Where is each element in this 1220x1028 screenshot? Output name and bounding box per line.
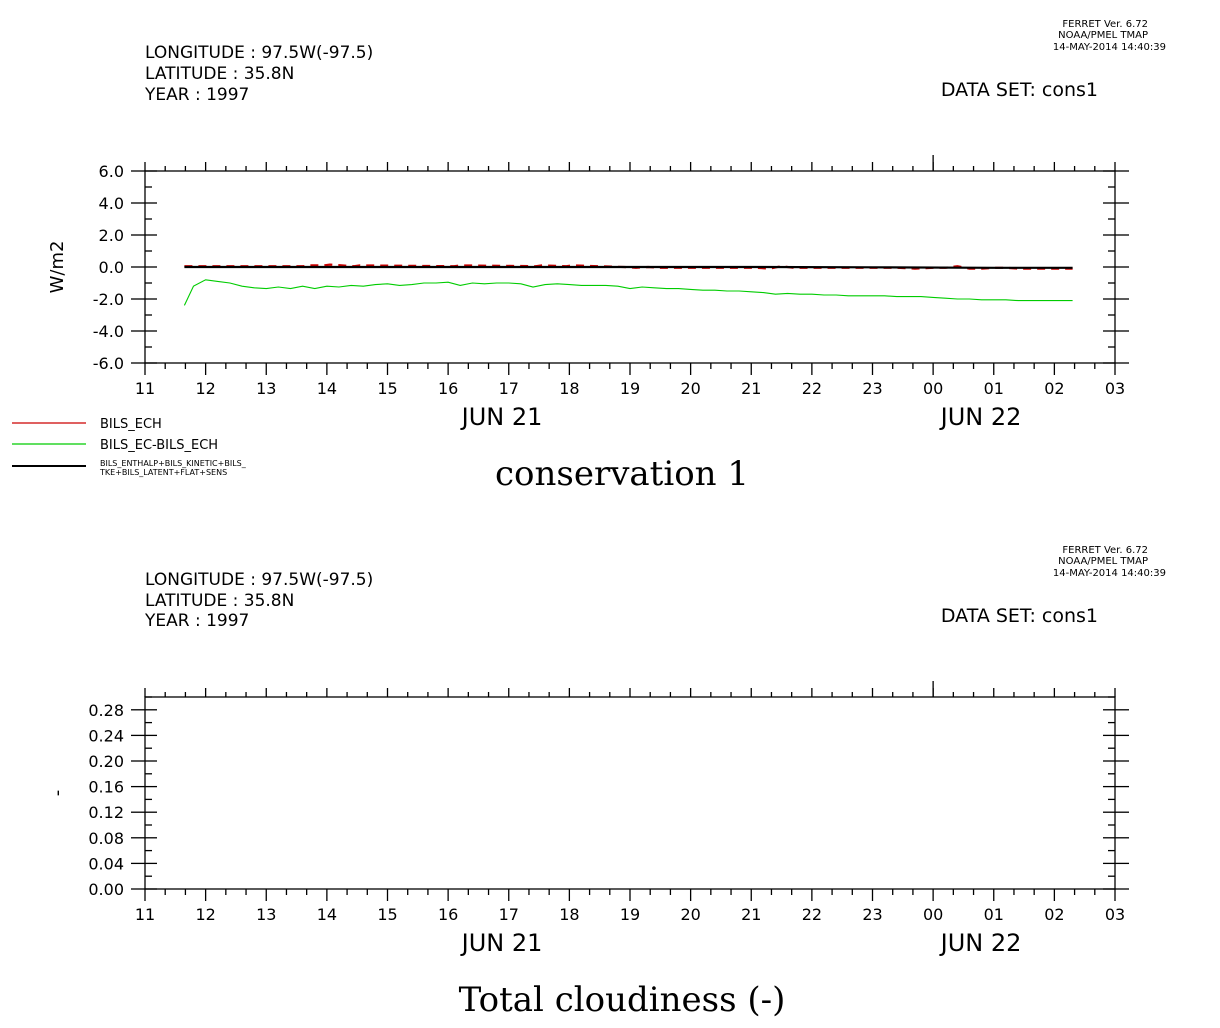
x-tick-label: 23	[862, 905, 882, 924]
ferret-timestamp: 14-MAY-2014 14:40:39	[1053, 42, 1166, 53]
dataset-label-2: DATA SET: cons1	[941, 605, 1098, 627]
dataset-label: DATA SET: cons1	[941, 79, 1098, 101]
y-axis-ticks: 6.0 4.0 2.0 0.0 -2.0 -4.0 -6.0	[93, 162, 1129, 373]
x-tick-label: 14	[317, 905, 337, 924]
chart-title-2: Total cloudiness (-)	[459, 980, 786, 1020]
x-tick-label: 12	[195, 379, 215, 398]
year-label-2: YEAR : 1997	[144, 611, 249, 631]
legend-label-bils-ec-diff: BILS_EC-BILS_ECH	[100, 438, 218, 453]
data-series	[183, 263, 1073, 306]
x-tick-label: 13	[256, 905, 276, 924]
date-label-jun22: JUN 22	[939, 403, 1022, 431]
date-label-jun21-2: JUN 21	[460, 929, 543, 957]
plot-frame-2	[144, 696, 1116, 890]
x-tick-label: 11	[135, 379, 155, 398]
x-tick-label: 03	[1105, 379, 1125, 398]
panel1-header: FERRET Ver. 6.72 NOAA/PMEL TMAP 14-MAY-2…	[144, 19, 1166, 105]
x-tick-label: 03	[1105, 905, 1125, 924]
x-tick-label: 00	[923, 379, 943, 398]
y-tick-label: 6.0	[99, 162, 124, 181]
x-tick-label: 13	[256, 379, 276, 398]
legend-label-bils-sum-line2: TKE+BILS_LATENT+FLAT+SENS	[99, 468, 227, 477]
x-tick-label: 20	[680, 379, 700, 398]
y-tick-label: 0.28	[88, 701, 124, 720]
ferret-timestamp-2: 14-MAY-2014 14:40:39	[1053, 568, 1166, 579]
y-axis-label-2: -	[47, 790, 68, 797]
x-tick-label: 17	[499, 905, 519, 924]
x-axis-ticks-2: 11 12 13 14 15 16 17 18 19 20 21 22 23 00 01 02 03	[135, 681, 1125, 924]
y-tick-label: -4.0	[93, 322, 124, 341]
date-label-jun22-2: JUN 22	[939, 929, 1022, 957]
date-label-jun21: JUN 21	[460, 403, 543, 431]
y-axis-label: W/m2	[47, 241, 68, 294]
x-tick-label: 22	[802, 379, 822, 398]
y-tick-label: 0.08	[88, 829, 124, 848]
legend-label-bils-ech: BILS_ECH	[100, 417, 162, 432]
x-tick-label: 18	[559, 905, 579, 924]
latitude-label-2: LATITUDE : 35.8N	[145, 591, 294, 611]
series-line-2	[184, 265, 1073, 269]
x-tick-label: 12	[195, 905, 215, 924]
longitude-label-2: LONGITUDE : 97.5W(-97.5)	[145, 570, 373, 590]
y-tick-label: 0.20	[88, 752, 124, 771]
x-tick-label: 20	[680, 905, 700, 924]
legend-label-bils-sum-line1: BILS_ENTHALP+BILS_KINETIC+BILS_	[100, 459, 247, 468]
ferret-org: NOAA/PMEL TMAP	[1058, 30, 1148, 41]
longitude-label: LONGITUDE : 97.5W(-97.5)	[145, 43, 373, 63]
ferret-version-2: FERRET Ver. 6.72	[1062, 545, 1148, 556]
x-tick-label: 01	[984, 905, 1004, 924]
x-tick-label: 02	[1044, 905, 1064, 924]
x-tick-label: 23	[862, 379, 882, 398]
chart-panel-conservation: 6.04.02.00.0-2.0-4.0-6.0 11 12 13 14 15 16 17 1…	[47, 155, 1129, 494]
x-tick-label: 15	[377, 379, 397, 398]
x-tick-label: 16	[438, 905, 458, 924]
ferret-version: FERRET Ver. 6.72	[1062, 19, 1148, 30]
y-tick-label: 2.0	[99, 226, 124, 245]
x-tick-label: 22	[802, 905, 822, 924]
x-tick-label: 01	[984, 379, 1004, 398]
y-tick-label: 0.00	[88, 880, 124, 899]
y-tick-label: 4.0	[99, 194, 124, 213]
chart-title: conservation 1	[495, 454, 749, 494]
panel2-header: FERRET Ver. 6.72 NOAA/PMEL TMAP 14-MAY-2…	[144, 545, 1166, 631]
x-tick-label: 15	[377, 905, 397, 924]
x-tick-label: 16	[438, 379, 458, 398]
x-tick-label: 00	[923, 905, 943, 924]
x-axis-ticks: 11 12 13 14 15 16 17 18 19 20 21 22 23 00 01 02 03	[135, 155, 1125, 398]
x-tick-label: 21	[741, 379, 761, 398]
y-tick-label: 0.24	[88, 726, 124, 745]
chart-panel-cloudiness: 0.280.240.200.160.120.080.040.00 11 12 13 1…	[47, 681, 1129, 1020]
ferret-org-2: NOAA/PMEL TMAP	[1058, 556, 1148, 567]
y-tick-label: -2.0	[93, 290, 124, 309]
y-tick-label: -6.0	[93, 354, 124, 373]
y-tick-label: 0.16	[88, 778, 124, 797]
x-tick-label: 19	[620, 905, 640, 924]
x-tick-label: 02	[1044, 379, 1064, 398]
x-tick-label: 21	[741, 905, 761, 924]
y-tick-label: 0.12	[88, 803, 124, 822]
x-tick-label: 19	[620, 379, 640, 398]
y-tick-label: 0.04	[88, 854, 124, 873]
x-tick-label: 18	[559, 379, 579, 398]
y-axis-ticks-2: 0.28 0.24 0.20 0.16 0.12 0.08 0.04 0.00	[88, 696, 1129, 899]
legend: BILS_ECH BILS_EC-BILS_ECH BILS_ENTHALP+B…	[12, 417, 247, 477]
year-label: YEAR : 1997	[144, 85, 249, 105]
latitude-label: LATITUDE : 35.8N	[145, 64, 294, 84]
x-tick-label: 17	[499, 379, 519, 398]
y-tick-label: 0.0	[99, 258, 124, 277]
x-tick-label: 11	[135, 905, 155, 924]
x-tick-label: 14	[317, 379, 337, 398]
series-line-1	[183, 279, 1073, 306]
